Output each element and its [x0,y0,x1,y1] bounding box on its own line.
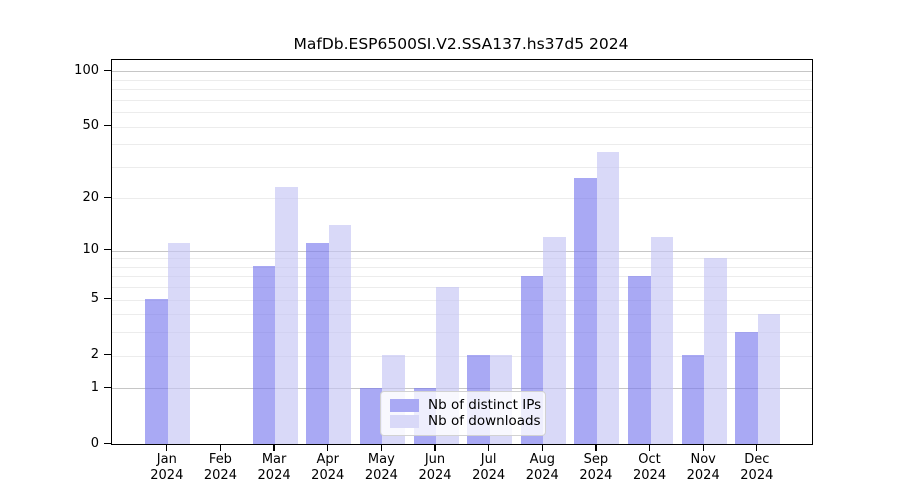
x-tick-label-jun: Jun 2024 [418,451,452,484]
bar-apr-downloads [328,225,352,444]
x-tick-dec [756,444,758,451]
y-tick-1 [104,386,111,389]
x-tick-label-sep: Sep 2024 [579,451,613,484]
bar-dec-downloads [757,313,781,444]
bar-may-distinct-ips [359,387,383,444]
bar-jan-distinct-ips [145,299,168,444]
y-tick-0 [104,442,111,445]
x-tick-mar [273,444,275,451]
x-tick-label-aug: Aug 2024 [525,451,559,484]
bar-sep-distinct-ips [574,177,597,444]
x-tick-jan [166,444,168,451]
gridline-30 [112,166,812,168]
y-tick-label-0: 0 [90,436,99,451]
y-tick-label-100: 100 [74,62,99,78]
gridline-90 [112,79,812,81]
bar-mar-distinct-ips [252,266,276,444]
gridline-60 [112,112,812,114]
gridline-10 [112,250,812,252]
x-tick-label-feb: Feb 2024 [203,451,237,484]
y-tick-5 [104,298,111,300]
gridline-50 [112,126,812,128]
gridline-20 [112,198,812,200]
bar-dec-distinct-ips [735,331,758,444]
y-tick-10 [104,249,111,251]
x-tick-label-jan: Jan 2024 [150,451,184,484]
bar-oct-distinct-ips [628,275,651,444]
x-tick-label-dec: Dec 2024 [740,451,774,484]
x-tick-sep [595,444,597,451]
bar-apr-distinct-ips [306,243,329,444]
y-tick-label-20: 20 [82,189,99,205]
distinct-ips-swatch [390,399,419,412]
chart-title: MafDb.ESP6500SI.V2.SSA137.hs37d5 2024 [293,35,629,53]
x-tick-aug [541,444,543,451]
gridline-80 [112,89,812,91]
bar-nov-downloads [704,257,727,444]
y-tick-label-1: 1 [90,379,99,395]
y-tick-label-10: 10 [82,242,99,258]
plot-area [111,59,813,445]
downloads-swatch [390,415,419,428]
legend-label-distinct-ips: Nb of distinct IPs [428,397,542,413]
bar-mar-downloads [275,187,298,444]
x-tick-nov [702,444,704,451]
bar-jan-downloads [167,243,191,444]
bar-sep-downloads [596,152,620,444]
bar-aug-downloads [543,236,566,444]
x-tick-apr [327,444,329,451]
x-tick-jul [487,444,490,451]
gridline-40 [112,144,812,146]
y-tick-100 [104,69,111,72]
legend-entry-distinct-ips: Nb of distinct IPs [390,398,541,413]
bar-nov-distinct-ips [681,355,705,444]
x-tick-label-nov: Nov 2024 [686,451,720,484]
x-tick-oct [648,444,651,451]
legend: Nb of distinct IPs Nb of downloads [380,391,546,436]
y-tick-2 [104,354,111,356]
gridline-100 [112,71,812,73]
x-tick-label-may: May 2024 [364,451,398,484]
y-tick-label-2: 2 [90,347,99,363]
bar-oct-downloads [650,236,674,444]
y-tick-label-50: 50 [82,118,99,134]
x-tick-label-mar: Mar 2024 [257,451,291,484]
x-tick-may [380,444,382,451]
x-tick-feb [219,444,222,451]
gridline-70 [112,99,812,101]
x-tick-label-oct: Oct 2024 [633,451,667,484]
x-tick-jun [434,444,436,451]
y-tick-50 [104,125,111,127]
x-tick-label-jul: Jul 2024 [472,451,506,484]
legend-entry-downloads: Nb of downloads [390,414,541,429]
y-tick-20 [104,196,111,199]
x-tick-label-apr: Apr 2024 [311,451,345,484]
legend-label-downloads: Nb of downloads [428,413,541,429]
y-tick-label-5: 5 [90,291,99,307]
